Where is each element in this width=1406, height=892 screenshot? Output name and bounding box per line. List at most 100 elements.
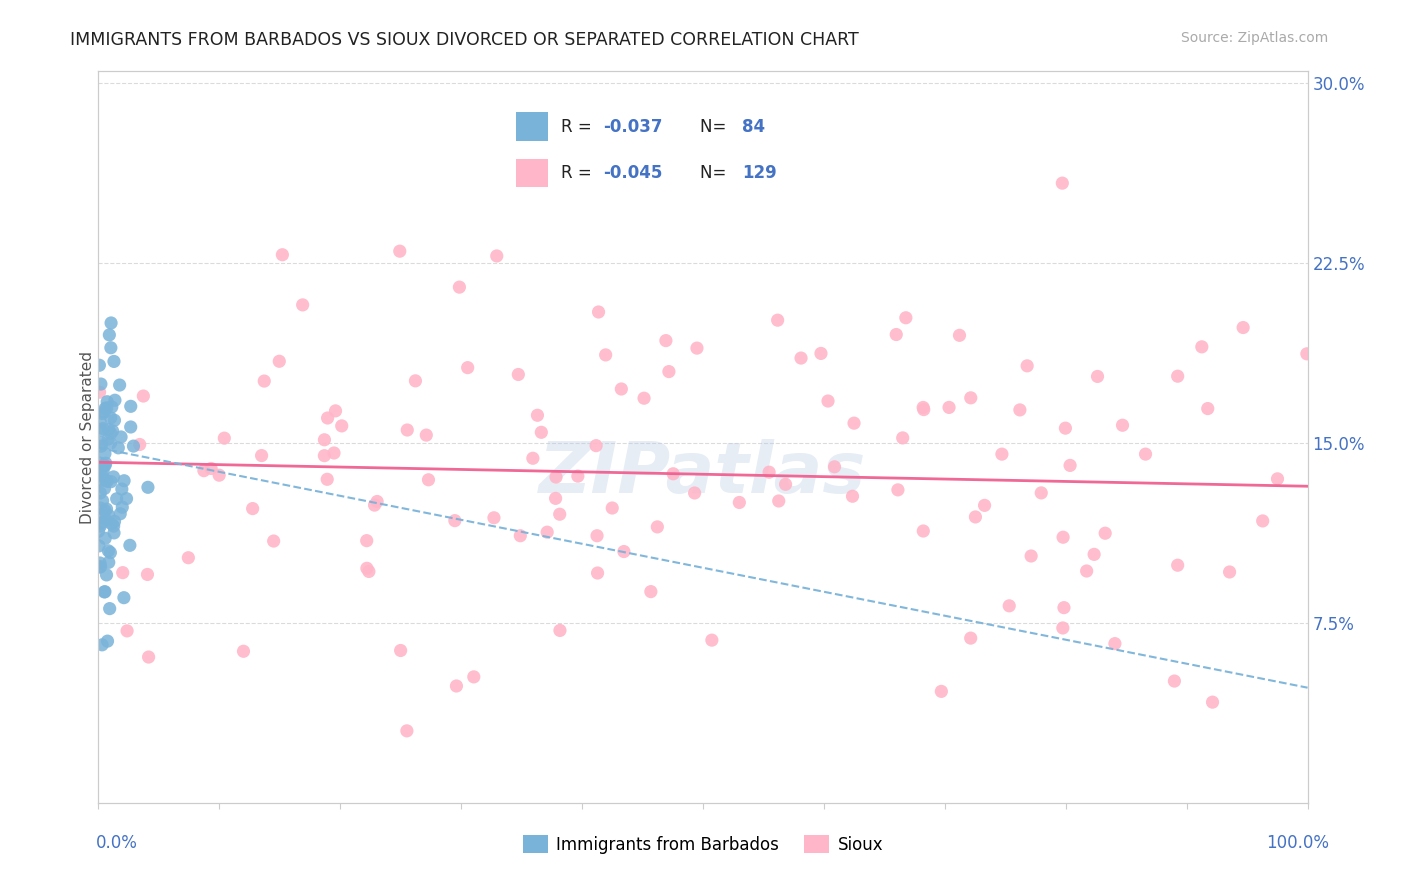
Point xyxy=(90,423,112,437)
Point xyxy=(931,684,953,698)
Point xyxy=(87,464,110,478)
Point xyxy=(118,538,141,552)
Point xyxy=(790,351,813,365)
Point xyxy=(396,423,419,437)
Point xyxy=(314,433,336,447)
Point xyxy=(112,474,135,488)
Point xyxy=(98,327,121,342)
Point xyxy=(1031,486,1053,500)
Point xyxy=(90,439,112,453)
Text: N=: N= xyxy=(700,164,731,182)
Point xyxy=(912,402,935,417)
Point xyxy=(214,431,236,445)
Point xyxy=(485,249,508,263)
Point xyxy=(395,723,418,738)
Point xyxy=(530,425,553,440)
Point xyxy=(418,473,440,487)
Point xyxy=(842,416,865,430)
Point xyxy=(662,467,685,481)
Point xyxy=(1267,472,1289,486)
Point xyxy=(89,456,111,470)
Point xyxy=(100,546,122,560)
Point xyxy=(87,461,110,475)
Y-axis label: Divorced or Separated: Divorced or Separated xyxy=(80,351,94,524)
Point xyxy=(100,475,122,489)
Point xyxy=(208,468,231,483)
Point xyxy=(444,514,467,528)
Bar xyxy=(516,112,548,141)
Point xyxy=(94,473,117,487)
Point xyxy=(357,565,380,579)
Point xyxy=(526,409,548,423)
Text: -0.037: -0.037 xyxy=(603,118,662,136)
Point xyxy=(103,519,125,533)
Point xyxy=(90,377,112,392)
Point xyxy=(93,482,115,496)
Point xyxy=(1111,418,1133,433)
Point xyxy=(1017,359,1039,373)
Point xyxy=(647,520,669,534)
Point xyxy=(90,468,112,483)
Point xyxy=(94,458,117,473)
Point xyxy=(959,631,981,645)
Point xyxy=(404,374,426,388)
Point xyxy=(366,494,388,508)
Point xyxy=(200,461,222,475)
Point xyxy=(91,516,114,530)
Point xyxy=(94,456,117,470)
Point xyxy=(633,391,655,405)
Point xyxy=(1094,526,1116,541)
Point xyxy=(600,501,623,516)
Point xyxy=(585,439,607,453)
Point xyxy=(1053,600,1076,615)
Point xyxy=(1052,176,1074,190)
Text: -0.045: -0.045 xyxy=(603,164,662,182)
Point xyxy=(841,489,863,503)
Point xyxy=(508,368,530,382)
Point xyxy=(242,501,264,516)
Point xyxy=(138,650,160,665)
Point xyxy=(912,524,935,538)
Point xyxy=(1191,340,1213,354)
Point xyxy=(111,482,134,496)
Point xyxy=(115,491,138,506)
Point xyxy=(89,560,111,574)
Point xyxy=(122,439,145,453)
Point xyxy=(112,591,135,605)
Point xyxy=(97,432,120,446)
Point xyxy=(89,358,111,372)
Point xyxy=(97,544,120,558)
Point xyxy=(389,643,412,657)
Point xyxy=(316,411,339,425)
Point xyxy=(388,244,411,259)
Point xyxy=(103,525,125,540)
Point xyxy=(96,568,118,582)
Text: R =: R = xyxy=(561,118,598,136)
Point xyxy=(817,394,839,409)
Text: 100.0%: 100.0% xyxy=(1265,834,1329,852)
Point xyxy=(89,501,111,516)
Point xyxy=(94,512,117,526)
Point xyxy=(509,529,531,543)
Point xyxy=(998,599,1021,613)
Point xyxy=(728,495,751,509)
Point xyxy=(1052,621,1074,635)
Point xyxy=(1019,549,1042,563)
Point xyxy=(128,437,150,451)
Point xyxy=(824,459,846,474)
Point xyxy=(938,401,960,415)
Point xyxy=(91,406,114,420)
Point xyxy=(291,298,314,312)
Point xyxy=(1087,369,1109,384)
Point xyxy=(136,567,159,582)
Point xyxy=(87,524,110,539)
Point xyxy=(640,584,662,599)
Point xyxy=(449,280,471,294)
Point xyxy=(463,670,485,684)
Text: IMMIGRANTS FROM BARBADOS VS SIOUX DIVORCED OR SEPARATED CORRELATION CHART: IMMIGRANTS FROM BARBADOS VS SIOUX DIVORC… xyxy=(70,31,859,49)
Point xyxy=(1201,695,1223,709)
Point xyxy=(1219,565,1241,579)
Point xyxy=(1251,514,1274,528)
Point xyxy=(965,510,987,524)
Point xyxy=(111,566,134,580)
